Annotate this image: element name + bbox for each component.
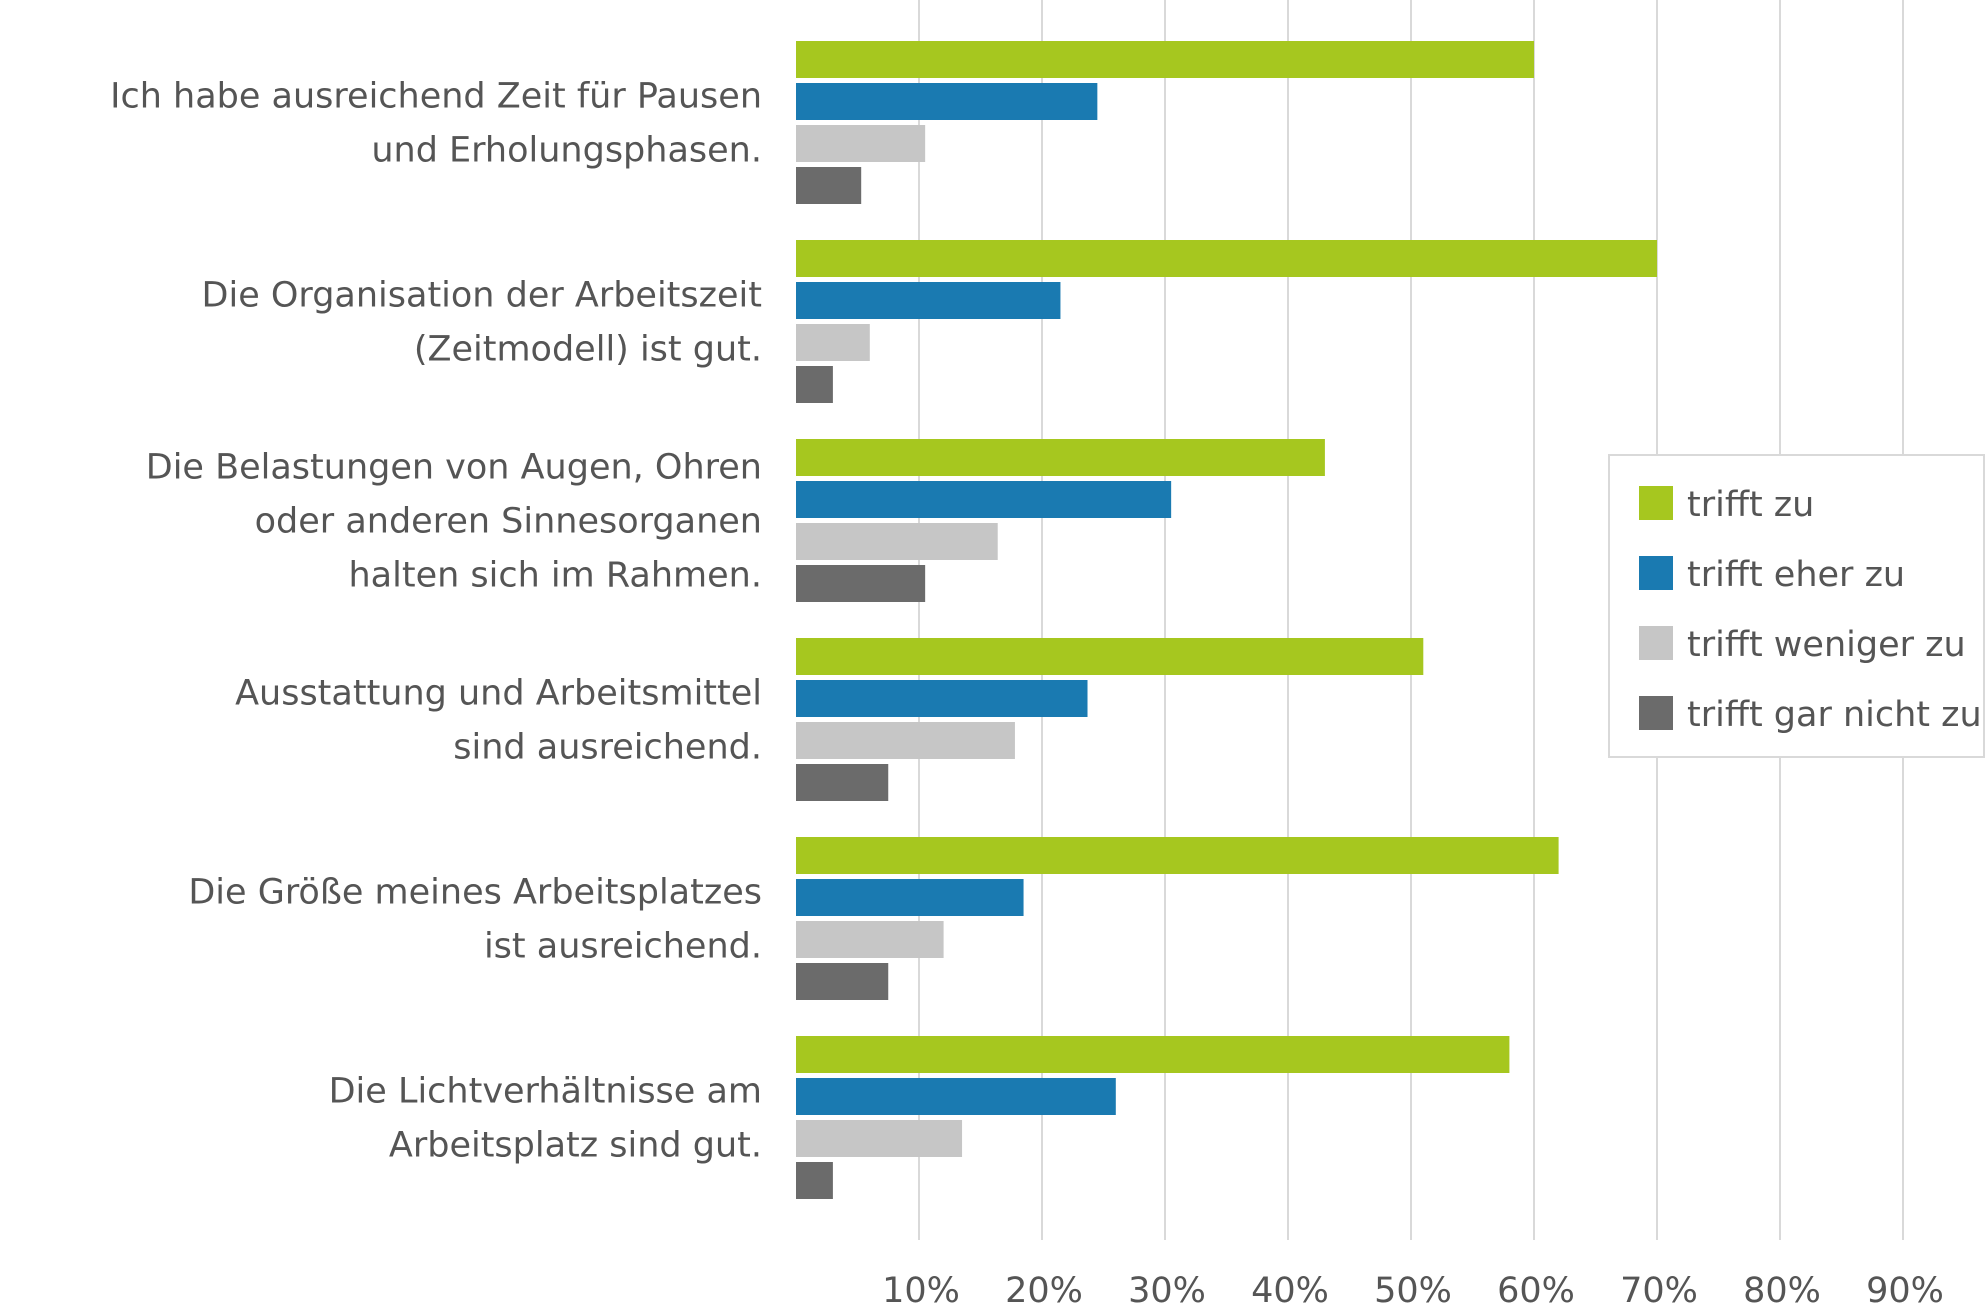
category-label-1-line-2: und Erholungsphasen. bbox=[371, 131, 762, 171]
legend: trifft zu trifft eher zu trifft weniger zu… bbox=[1608, 454, 1985, 758]
bar-cat3-series4 bbox=[796, 565, 926, 602]
bar-cat4-series2 bbox=[796, 680, 1088, 717]
legend-label-3: trifft weniger zu bbox=[1687, 625, 1966, 665]
category-label-3-line-1: Die Belastungen von Augen, Ohren bbox=[146, 448, 762, 488]
x-axis-ticks: 10% 20% 30% 40% 50% 60% 70% 80% 90% bbox=[882, 1271, 1944, 1311]
bar-cat3-series3 bbox=[796, 523, 998, 560]
bar-cat2-series1 bbox=[796, 240, 1657, 277]
bar-cat5-series1 bbox=[796, 837, 1559, 874]
legend-label-2: trifft eher zu bbox=[1687, 555, 1905, 595]
legend-swatch-4 bbox=[1639, 696, 1673, 730]
bar-cat5-series2 bbox=[796, 879, 1024, 916]
bar-cat4-series4 bbox=[796, 764, 889, 801]
category-label-2-line-1: Die Organisation der Arbeitszeit bbox=[202, 276, 762, 316]
tick-label-80: 80% bbox=[1743, 1271, 1821, 1311]
tick-label-40: 40% bbox=[1251, 1271, 1329, 1311]
category-labels: Ich habe ausreichend Zeit für Pausen und … bbox=[110, 77, 762, 1166]
category-label-6-line-1: Die Lichtverhältnisse am bbox=[329, 1072, 762, 1112]
tick-label-10: 10% bbox=[882, 1271, 960, 1311]
bar-cat1-series4 bbox=[796, 167, 862, 204]
bar-cat4-series3 bbox=[796, 722, 1015, 759]
category-label-1-line-1: Ich habe ausreichend Zeit für Pausen bbox=[110, 77, 762, 117]
category-label-3-line-2: oder anderen Sinnesorganen bbox=[255, 502, 762, 542]
bar-cat2-series2 bbox=[796, 282, 1061, 319]
bar-cat6-series3 bbox=[796, 1120, 963, 1157]
bar-cat5-series4 bbox=[796, 963, 889, 1000]
legend-swatch-1 bbox=[1639, 486, 1673, 520]
bar-cat6-series1 bbox=[796, 1036, 1510, 1073]
legend-swatch-3 bbox=[1639, 626, 1673, 660]
bars bbox=[796, 41, 1657, 1199]
category-label-3-line-3: halten sich im Rahmen. bbox=[349, 556, 763, 596]
tick-label-60: 60% bbox=[1497, 1271, 1575, 1311]
legend-swatch-2 bbox=[1639, 556, 1673, 590]
bar-cat4-series1 bbox=[796, 638, 1424, 675]
category-label-5-line-2: ist ausreichend. bbox=[484, 927, 762, 967]
category-label-4-line-2: sind ausreichend. bbox=[453, 728, 762, 768]
tick-label-30: 30% bbox=[1128, 1271, 1206, 1311]
category-label-6-line-2: Arbeitsplatz sind gut. bbox=[389, 1126, 762, 1166]
tick-label-70: 70% bbox=[1620, 1271, 1698, 1311]
bar-cat5-series3 bbox=[796, 921, 944, 958]
legend-label-1: trifft zu bbox=[1687, 485, 1814, 525]
bar-cat6-series4 bbox=[796, 1162, 833, 1199]
bar-cat1-series1 bbox=[796, 41, 1534, 78]
bar-cat6-series2 bbox=[796, 1078, 1116, 1115]
bar-cat3-series2 bbox=[796, 481, 1172, 518]
bar-cat1-series3 bbox=[796, 125, 926, 162]
tick-label-20: 20% bbox=[1005, 1271, 1083, 1311]
tick-label-90: 90% bbox=[1866, 1271, 1944, 1311]
bar-cat3-series1 bbox=[796, 439, 1325, 476]
bar-cat2-series4 bbox=[796, 366, 833, 403]
category-label-2-line-2: (Zeitmodell) ist gut. bbox=[414, 330, 762, 370]
category-label-5-line-1: Die Größe meines Arbeitsplatzes bbox=[188, 873, 762, 913]
category-label-4-line-1: Ausstattung und Arbeitsmittel bbox=[235, 674, 762, 714]
tick-label-50: 50% bbox=[1374, 1271, 1452, 1311]
legend-label-4: trifft gar nicht zu bbox=[1687, 695, 1982, 735]
bar-cat2-series3 bbox=[796, 324, 870, 361]
bar-cat1-series2 bbox=[796, 83, 1098, 120]
